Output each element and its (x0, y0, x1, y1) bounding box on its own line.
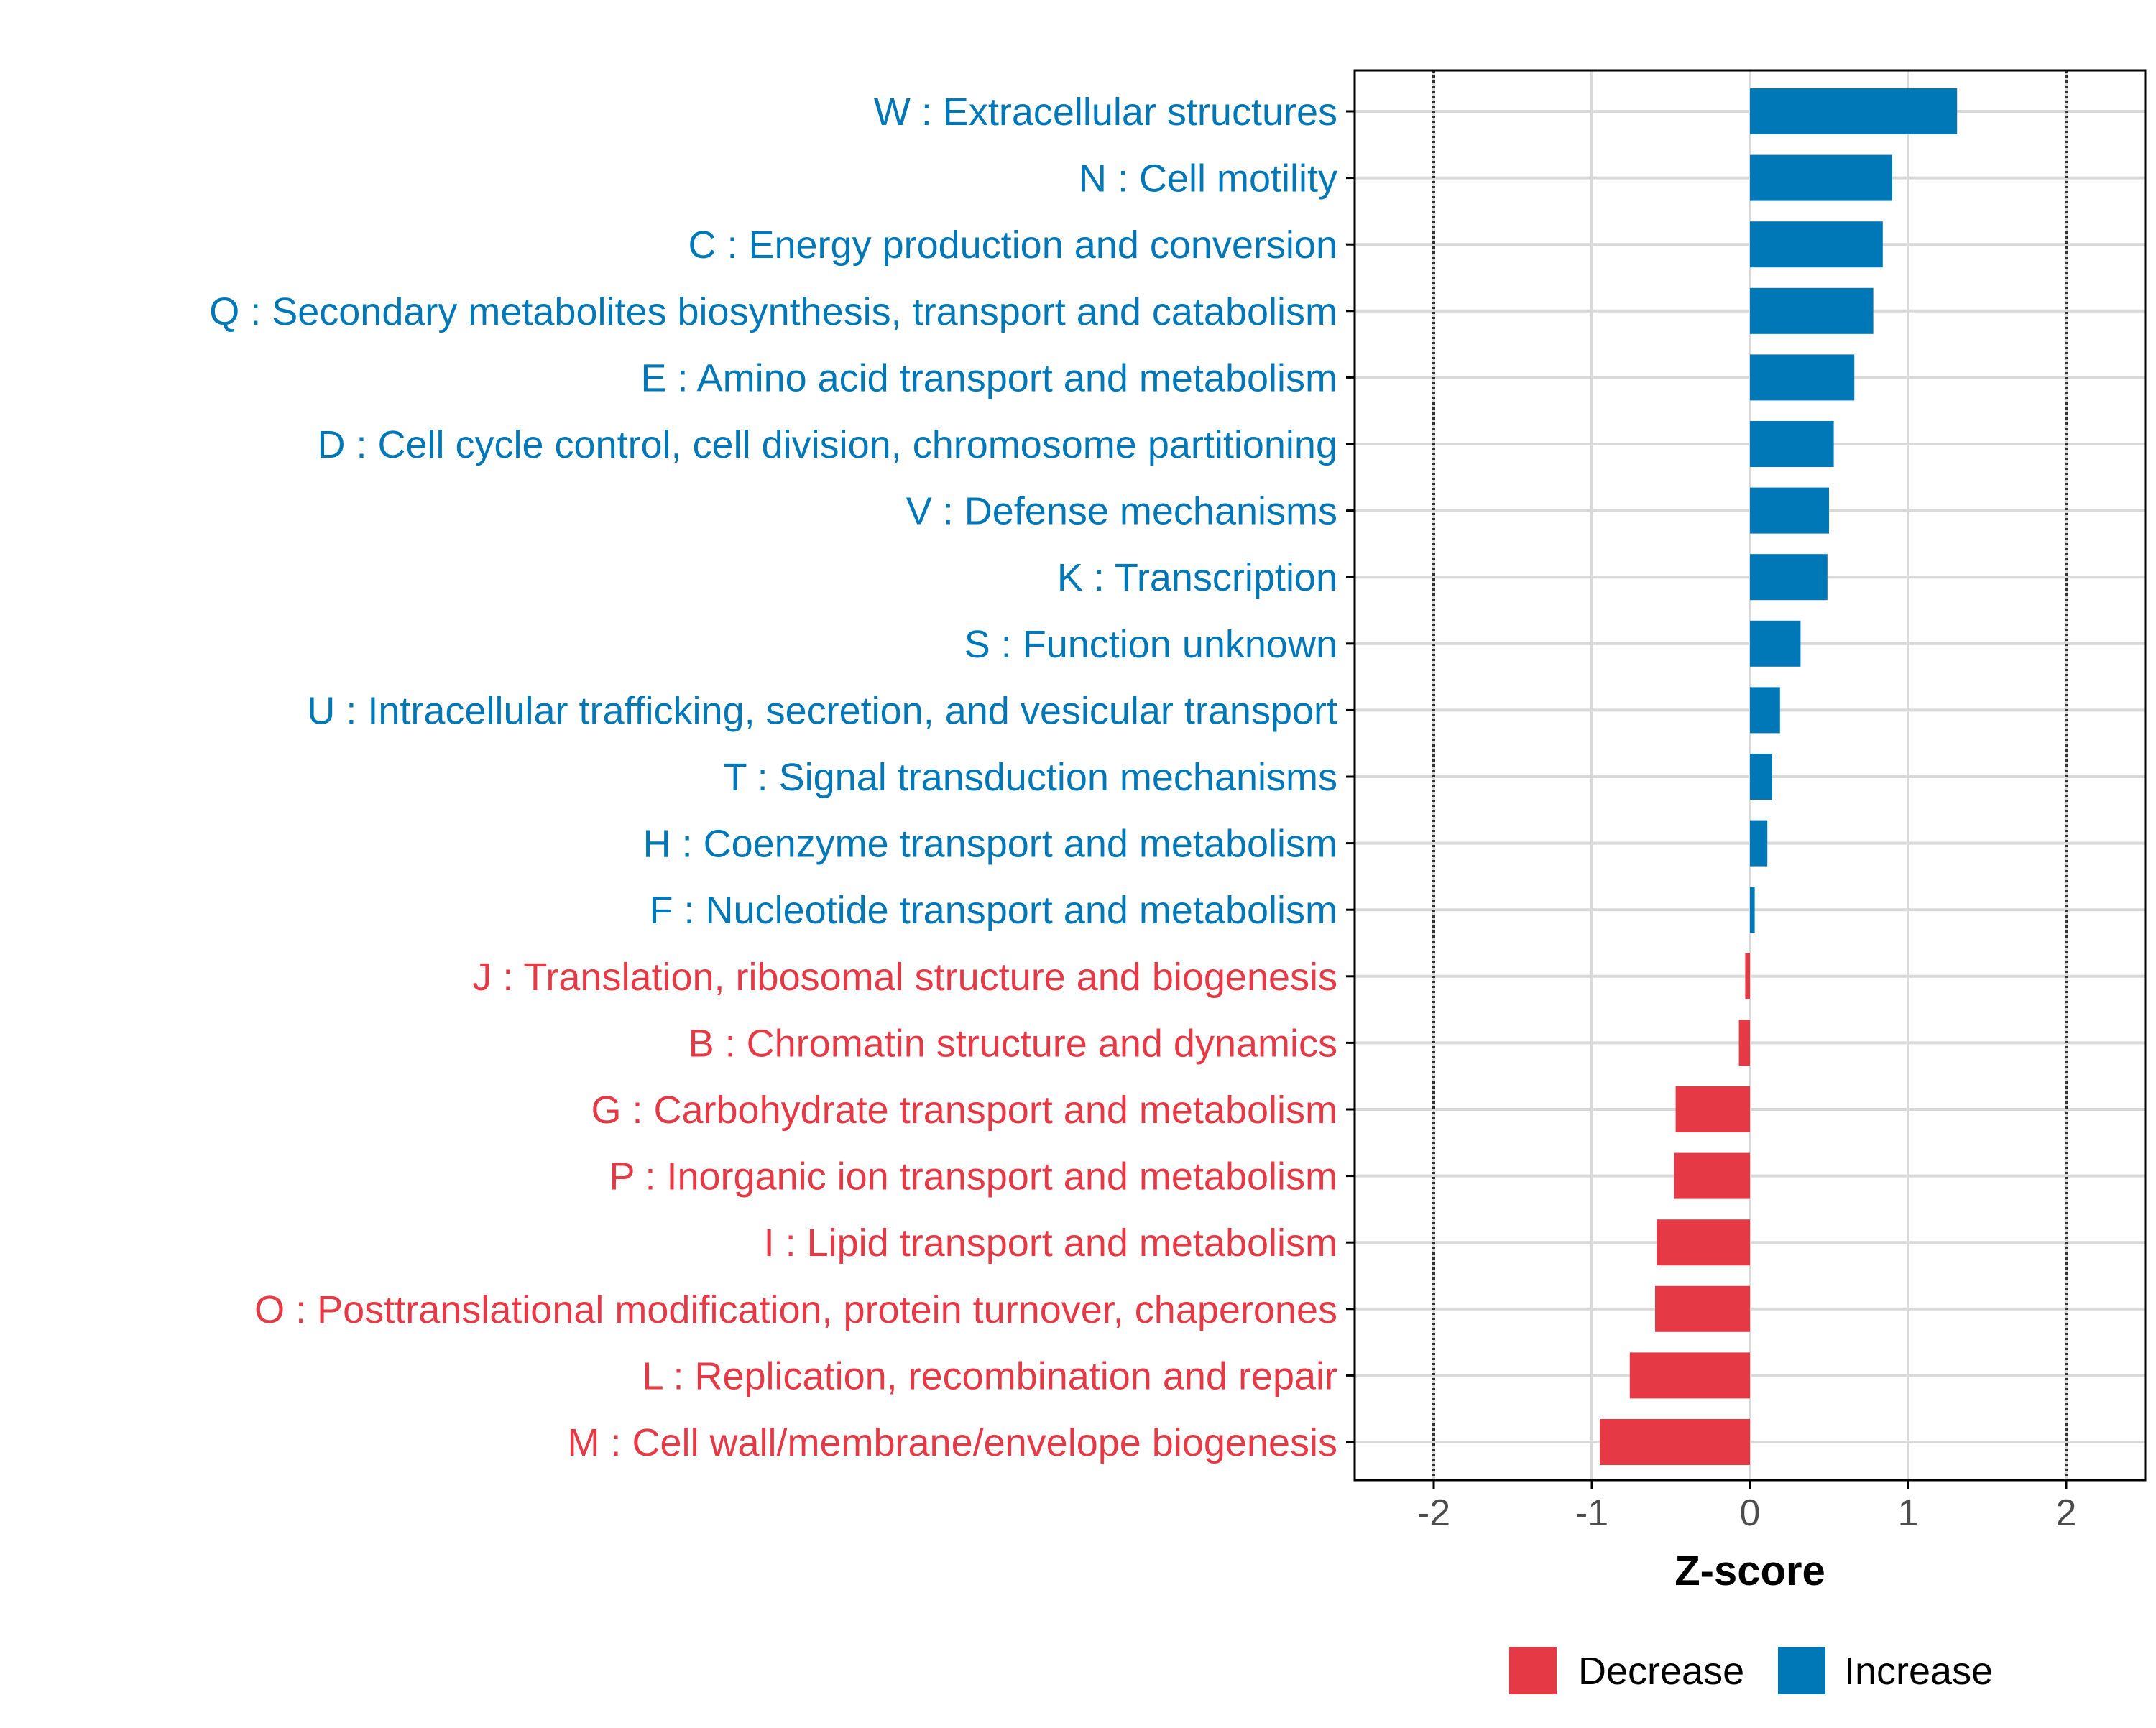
y-tick-label: M : Cell wall/membrane/envelope biogenes… (567, 1421, 1337, 1464)
y-tick-label: V : Defense mechanisms (906, 490, 1337, 533)
bar (1674, 1152, 1750, 1199)
y-tick-label: F : Nucleotide transport and metabolism (650, 889, 1337, 932)
x-tick-label: -1 (1575, 1492, 1608, 1534)
bar (1600, 1419, 1750, 1465)
bar (1655, 1285, 1750, 1332)
bar (1750, 287, 1874, 334)
y-tick-label: T : Signal transduction mechanisms (724, 756, 1337, 799)
x-tick-label: 0 (1740, 1492, 1761, 1534)
y-tick-label: B : Chromatin structure and dynamics (688, 1022, 1337, 1065)
bar (1750, 421, 1834, 467)
x-axis-title: Z-score (1674, 1548, 1825, 1594)
y-tick-label: P : Inorganic ion transport and metaboli… (609, 1155, 1337, 1198)
y-tick-label: W : Extracellular structures (874, 91, 1337, 134)
bar (1738, 1020, 1750, 1066)
y-tick-label: E : Amino acid transport and metabolism (641, 356, 1337, 399)
y-tick-label: H : Coenzyme transport and metabolism (643, 823, 1337, 866)
y-tick-label: S : Function unknown (964, 623, 1337, 666)
bar (1750, 221, 1883, 268)
y-tick-label: Q : Secondary metabolites biosynthesis, … (209, 290, 1337, 333)
bar (1750, 554, 1828, 601)
x-tick-label: 2 (2056, 1492, 2077, 1534)
bar (1675, 1086, 1750, 1132)
legend-key-increase (1778, 1647, 1825, 1694)
bar (1750, 687, 1780, 734)
bar (1750, 754, 1772, 800)
y-tick-label: J : Translation, ribosomal structure and… (472, 956, 1337, 999)
bar (1657, 1219, 1750, 1266)
y-tick-label: C : Energy production and conversion (688, 223, 1337, 267)
legend-label-increase: Increase (1844, 1650, 1993, 1693)
y-tick-label: I : Lipid transport and metabolism (764, 1221, 1337, 1265)
bar (1750, 620, 1801, 667)
x-tick-label: 1 (1898, 1492, 1919, 1534)
legend-key-decrease (1509, 1647, 1557, 1694)
y-tick-label: L : Replication, recombination and repai… (642, 1354, 1337, 1397)
y-tick-label: U : Intracellular trafficking, secretion… (307, 689, 1337, 732)
y-tick-layer: W : Extracellular structures N : Cell mot… (209, 91, 1355, 1464)
bar (1750, 154, 1892, 201)
bar (1750, 487, 1829, 534)
bar (1629, 1352, 1750, 1399)
x-tick-layer: -2 -1 0 1 2 (1417, 1480, 2077, 1534)
y-tick-label: D : Cell cycle control, cell division, c… (317, 423, 1337, 466)
y-tick-label: O : Posttranslational modification, prot… (254, 1288, 1337, 1331)
y-tick-label: N : Cell motility (1079, 157, 1337, 200)
reference-line-layer (1432, 70, 2068, 1480)
bar (1750, 88, 1958, 134)
bar (1745, 953, 1750, 999)
x-tick-label: -2 (1417, 1492, 1450, 1534)
bar (1750, 887, 1755, 933)
bar (1750, 820, 1768, 867)
legend: Decrease Increase (1509, 1647, 1993, 1694)
y-tick-label: G : Carbohydrate transport and metabolis… (591, 1089, 1338, 1132)
bar-layer (1600, 88, 1958, 1465)
bar (1750, 354, 1855, 401)
legend-label-decrease: Decrease (1578, 1650, 1744, 1693)
y-tick-label: K : Transcription (1057, 556, 1337, 599)
